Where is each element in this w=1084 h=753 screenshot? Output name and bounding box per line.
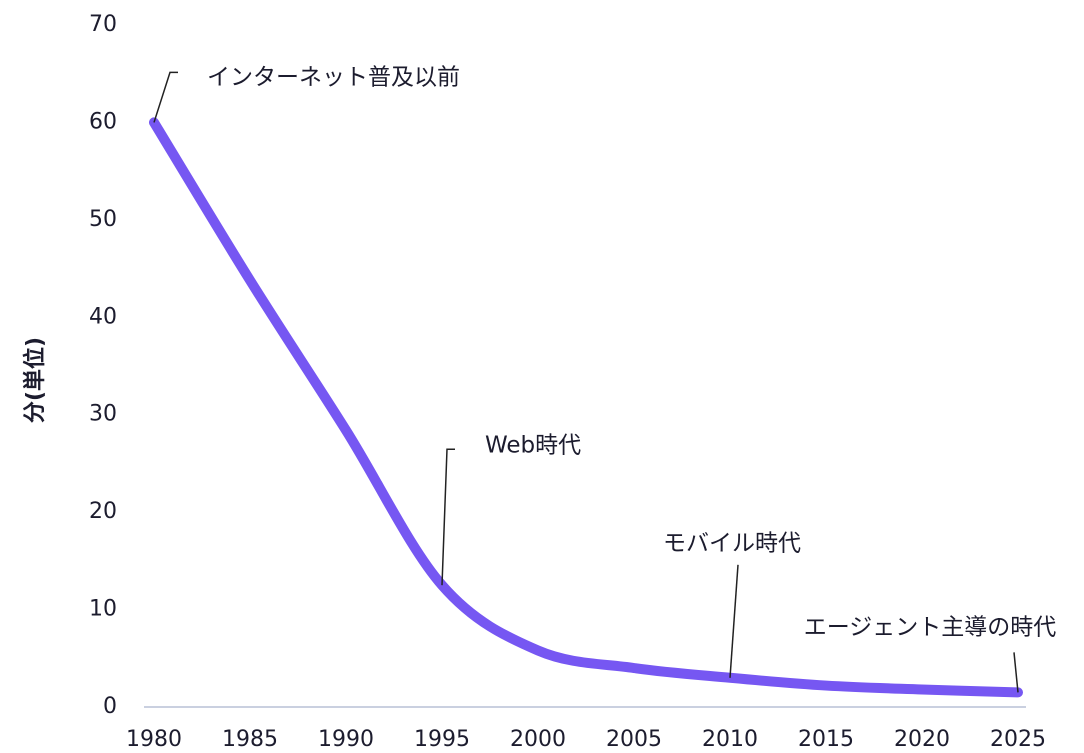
y-tick-label: 20	[89, 499, 117, 524]
x-tick-label: 1995	[414, 727, 470, 752]
y-axis-label: 分(単位)	[22, 337, 48, 423]
x-tick-label: 2020	[894, 727, 950, 752]
annotation: Web時代	[485, 433, 581, 459]
x-tick-label: 1985	[222, 727, 278, 752]
x-tick-label: 2005	[606, 727, 662, 752]
leader-line	[153, 71, 178, 123]
leader-line	[1013, 652, 1019, 693]
annotation: エージェント主導の時代	[804, 615, 1057, 641]
y-tick-label: 50	[89, 207, 117, 232]
y-tick-label: 30	[89, 402, 117, 427]
line	[149, 117, 1023, 698]
x-tick-label: 1980	[126, 727, 182, 752]
y-tick-label: 60	[89, 109, 117, 134]
x-tick-label: 2015	[798, 727, 854, 752]
annotation: モバイル時代	[663, 531, 801, 557]
annotation: インターネット普及以前	[207, 65, 460, 91]
x-tick-label: 2025	[990, 727, 1046, 752]
x-tick-label: 1990	[318, 727, 374, 752]
y-tick-label: 0	[103, 694, 117, 719]
y-tick-label: 70	[89, 12, 117, 37]
y-tick-label: 40	[89, 304, 117, 329]
leader-line	[441, 448, 455, 586]
x-tick-label: 2010	[702, 727, 758, 752]
y-tick-label: 10	[89, 597, 117, 622]
leader-line	[729, 564, 739, 678]
x-tick-label: 2000	[510, 727, 566, 752]
